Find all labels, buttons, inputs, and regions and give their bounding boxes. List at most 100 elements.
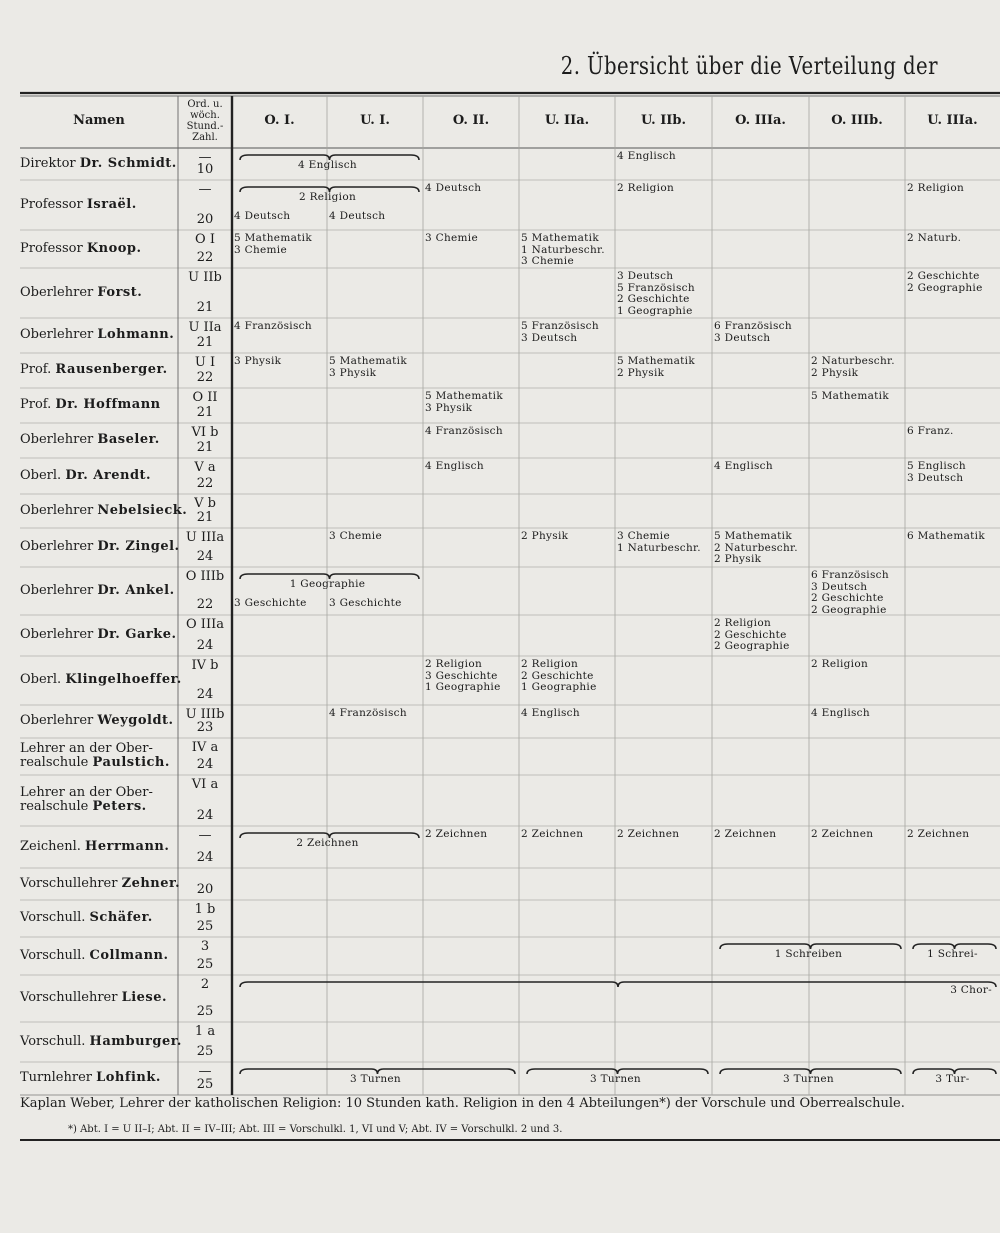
column-header: O. IIIb. bbox=[831, 113, 883, 128]
ord-class: O IIIb bbox=[185, 569, 225, 584]
brace bbox=[719, 943, 902, 950]
subject-line: 4 Französisch bbox=[329, 707, 407, 719]
teacher-name: Vorschull. Hamburger. bbox=[20, 1034, 182, 1050]
teacher-surname: Baseler. bbox=[97, 432, 160, 447]
teacher-surname: Weygoldt. bbox=[97, 713, 174, 728]
teacher-name: Lehrer an der Ober-realschule Paulstich. bbox=[20, 741, 170, 772]
subject-line: 4 Französisch bbox=[234, 320, 312, 332]
teacher-surname: Lohmann. bbox=[97, 327, 175, 342]
ord-class: V b bbox=[194, 496, 216, 511]
teacher-surname: Dr. Hoffmann bbox=[55, 397, 161, 412]
subject-entry: 2 Religion bbox=[232, 191, 423, 204]
teacher-title: Professor bbox=[20, 196, 83, 212]
ord-hours: 23 bbox=[196, 720, 214, 735]
subject-entry: 4 Deutsch bbox=[234, 210, 291, 223]
column-header: O. II. bbox=[452, 113, 490, 128]
subject-line: 2 Naturbeschr. bbox=[714, 541, 798, 554]
subject-line: 5 Mathematik bbox=[234, 232, 312, 244]
subject-line: 4 Englisch bbox=[298, 159, 357, 171]
ord-class: VI a bbox=[191, 777, 219, 792]
subject-line: 6 Franz. bbox=[907, 425, 954, 437]
subject-line: 1 Geographie bbox=[617, 304, 693, 317]
subject-line: 3 Geschichte bbox=[234, 597, 307, 609]
teacher-surname: Dr. Arendt. bbox=[65, 467, 152, 483]
subject-line: 3 Physik bbox=[234, 355, 282, 367]
subject-entry: 2 Religion 3 Geschichte 1 Geographie bbox=[425, 658, 501, 694]
subject-line: 1 Geographie bbox=[289, 578, 366, 590]
teacher-name: Oberlehrer Baseler. bbox=[20, 432, 160, 448]
subject-entry: 1 Schrei- bbox=[905, 948, 1000, 961]
ord-class: 3 bbox=[200, 939, 210, 954]
column-header: O. I. bbox=[264, 113, 295, 128]
subject-line: 2 Religion bbox=[907, 182, 965, 194]
subject-entry: 5 Mathematik 3 Physik bbox=[329, 355, 407, 379]
ord-hours: 25 bbox=[196, 919, 214, 934]
teacher-surname: Klingelhoeffer. bbox=[65, 672, 182, 687]
subject-line: 3 Chemie bbox=[521, 255, 574, 268]
teacher-surname: Peters. bbox=[92, 799, 147, 815]
ord-hours: 20 bbox=[196, 212, 214, 227]
subject-entry: 1 Geographie bbox=[232, 578, 423, 591]
brace bbox=[526, 1068, 709, 1075]
teacher-surname: Nebelsieck. bbox=[97, 502, 188, 518]
teacher-surname: Dr. Ankel. bbox=[97, 582, 175, 598]
subject-line: 4 Deutsch bbox=[425, 182, 482, 194]
subject-line: 3 Chemie bbox=[425, 232, 478, 244]
teacher-name: Professor Israël. bbox=[20, 196, 137, 213]
teacher-surname: Lohfink. bbox=[96, 1070, 161, 1085]
subject-line: 2 Geschichte bbox=[617, 293, 690, 306]
subject-entry: 3 Tur- bbox=[905, 1073, 1000, 1086]
subject-line: 6 Französisch bbox=[714, 320, 792, 332]
subject-line: 2 Religion bbox=[425, 658, 483, 670]
subject-entry: 5 Mathematik 1 Naturbeschr. 3 Chemie bbox=[521, 232, 605, 268]
subject-entry: 6 Französisch 3 Deutsch 2 Geschichte 2 Geog… bbox=[811, 569, 889, 616]
ord-class: U IIb bbox=[188, 270, 222, 285]
ord-hours: 10 bbox=[196, 162, 214, 177]
subject-line: 2 Physik bbox=[521, 530, 569, 542]
subject-entry: 2 Geschichte 2 Geographie bbox=[907, 270, 983, 294]
subject-line: 3 Chemie bbox=[617, 530, 670, 542]
subject-line: 2 Physik bbox=[811, 366, 859, 379]
ord-class: O IIIa bbox=[186, 617, 224, 632]
subject-line: 3 Deutsch bbox=[907, 471, 964, 484]
subject-line: 5 Mathematik bbox=[521, 232, 599, 244]
subject-entry: 2 Zeichnen bbox=[714, 828, 776, 841]
subject-entry: 2 Naturb. bbox=[907, 232, 962, 245]
ord-hours: 22 bbox=[196, 597, 214, 612]
subject-entry: 3 Chor- bbox=[232, 984, 992, 997]
subject-line: 4 Deutsch bbox=[234, 210, 291, 222]
ord-class: IV a bbox=[191, 740, 219, 755]
subject-line: 2 Naturb. bbox=[907, 232, 962, 244]
subject-line: 3 Chemie bbox=[234, 243, 287, 256]
header-ord: Zahl. bbox=[192, 132, 218, 143]
subject-line: 3 Deutsch bbox=[521, 331, 578, 344]
subject-entry: 2 Religion 2 Geschichte 2 Geographie bbox=[714, 617, 790, 653]
teacher-name: Oberl. Klingelhoeffer. bbox=[20, 672, 182, 688]
subject-entry: 4 Französisch bbox=[234, 320, 312, 333]
ord-hours: 21 bbox=[196, 300, 214, 315]
subject-line: 1 Naturbeschr. bbox=[617, 541, 701, 554]
subject-entry: 1 Schreiben bbox=[712, 948, 905, 961]
subject-entry: 5 Mathematik 2 Physik bbox=[617, 355, 695, 379]
subject-entry: 3 Chemie bbox=[329, 530, 382, 543]
subject-line: 3 Deutsch bbox=[811, 580, 868, 593]
teacher-title: Turnlehrer bbox=[20, 1070, 92, 1085]
ord-hours: 24 bbox=[196, 638, 214, 653]
subject-entry: 4 Englisch bbox=[617, 150, 676, 163]
teacher-name: Vorschull. Collmann. bbox=[20, 948, 169, 964]
header-ord: Stund.- bbox=[186, 121, 224, 132]
subject-line: 2 Geschichte bbox=[811, 592, 884, 605]
teacher-name: Professor Knoop. bbox=[20, 241, 142, 257]
subject-entry: 2 Zeichnen bbox=[811, 828, 873, 841]
teacher-name: Direktor Dr. Schmidt. bbox=[20, 156, 177, 172]
subject-entry: 3 Turnen bbox=[712, 1073, 905, 1086]
subject-line: 4 Deutsch bbox=[329, 210, 386, 222]
subject-entry: 3 Geschichte bbox=[234, 597, 307, 610]
ord-hours: 25 bbox=[196, 1004, 214, 1019]
column-header: U. IIa. bbox=[544, 113, 590, 128]
subject-line: 2 Geschichte bbox=[521, 669, 594, 682]
subject-line: 2 Geographie bbox=[811, 603, 887, 616]
subject-entry: 6 Französisch 3 Deutsch bbox=[714, 320, 792, 344]
